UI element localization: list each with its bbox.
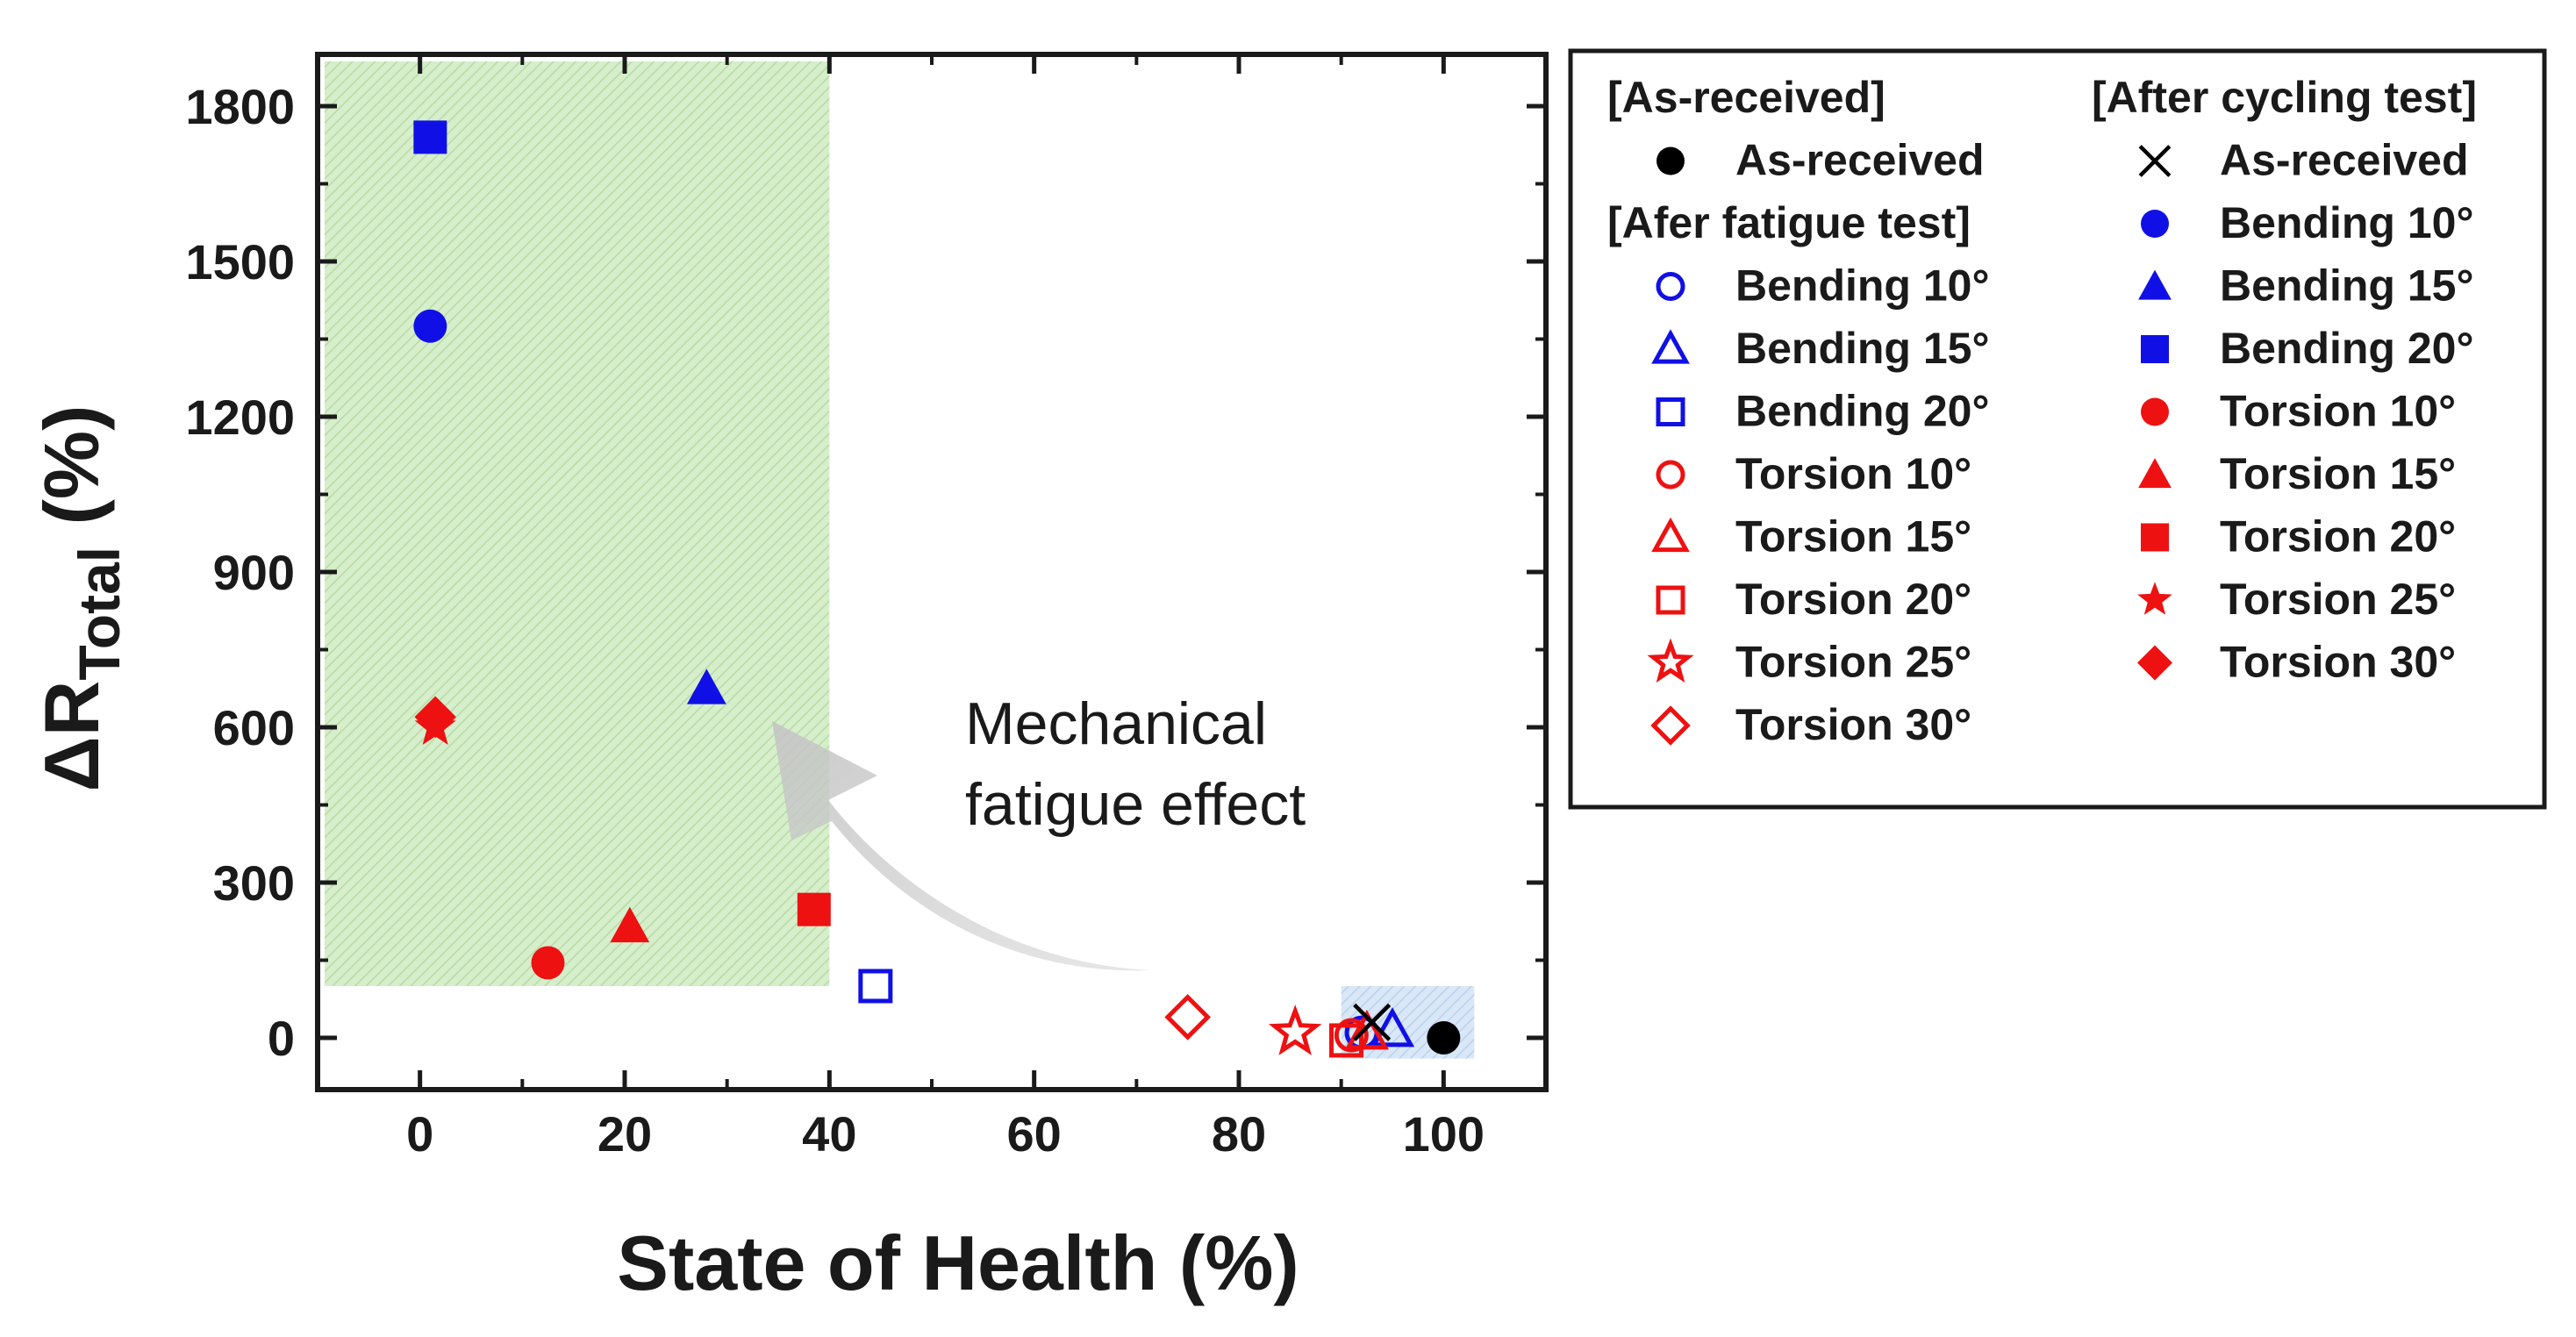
point-after-cycling-test-torsion-15 bbox=[610, 906, 650, 943]
legend-marker-as-received-as-received bbox=[1657, 147, 1685, 175]
legend-marker-cycling-torsion-10 bbox=[2141, 397, 2169, 426]
legend-label-cycling-torsion-15: Torsion 15° bbox=[2220, 449, 2456, 498]
y-tick-label-1800: 1800 bbox=[185, 79, 295, 134]
point-afer-fatigue-test-torsion-25 bbox=[1268, 1005, 1322, 1055]
legend-heading-fatigue-test: [Afer fatigue test] bbox=[1607, 198, 1971, 247]
legend-label-cycling-torsion-25: Torsion 25° bbox=[2220, 575, 2456, 624]
y-axis-title-suffix: (%) bbox=[28, 405, 115, 547]
point-after-cycling-test-bending-10 bbox=[413, 309, 447, 343]
annotation-line-2: fatigue effect bbox=[965, 771, 1306, 838]
point-afer-fatigue-test-torsion-20 bbox=[1329, 1023, 1363, 1058]
legend-marker-cycling-bending-20 bbox=[2141, 335, 2169, 363]
y-axis: 0 300 600 900 1200 1500 1800 bbox=[185, 79, 1546, 1066]
legend-label-fatigue-torsion-10: Torsion 10° bbox=[1735, 449, 1971, 498]
legend-label-fatigue-bending-20: Bending 20° bbox=[1735, 387, 1989, 436]
y-axis-title-subscript: Total bbox=[67, 547, 132, 681]
y-axis-title: ΔRTotal (%) bbox=[28, 405, 132, 792]
legend-marker-fatigue-torsion-30 bbox=[1650, 705, 1691, 746]
point-after-cycling-test-bending-15 bbox=[686, 668, 726, 704]
legend-marker-fatigue-bending-20 bbox=[1656, 397, 1685, 426]
legend-label-fatigue-torsion-30: Torsion 30° bbox=[1735, 700, 1971, 749]
x-tick-label-100: 100 bbox=[1403, 1106, 1485, 1162]
x-tick-label-40: 40 bbox=[802, 1106, 856, 1162]
point-afer-fatigue-test-bending-15 bbox=[1370, 1007, 1415, 1047]
point-after-cycling-test-torsion-30 bbox=[414, 696, 456, 738]
x-tick-label-60: 60 bbox=[1007, 1106, 1062, 1162]
fatigue-highlight-region bbox=[325, 61, 830, 986]
legend-box bbox=[1568, 48, 2547, 810]
point-after-cycling-test-torsion-10 bbox=[531, 946, 565, 980]
legend-label-cycling-bending-20: Bending 20° bbox=[2220, 324, 2473, 373]
legend-marker-fatigue-bending-10 bbox=[1656, 272, 1685, 301]
x-axis: 0 20 40 60 80 100 bbox=[406, 54, 1485, 1162]
point-afer-fatigue-test-torsion-10 bbox=[1334, 1018, 1369, 1053]
point-after-cycling-test-torsion-20 bbox=[797, 892, 831, 926]
annotation-line-1: Mechanical bbox=[965, 690, 1267, 757]
legend-marker-fatigue-torsion-10 bbox=[1656, 460, 1685, 490]
legend-marker-fatigue-torsion-20 bbox=[1656, 585, 1685, 615]
x-tick-label-80: 80 bbox=[1212, 1106, 1266, 1162]
point-as-received-as-received bbox=[1427, 1021, 1461, 1055]
legend-marker-cycling-bending-15 bbox=[2138, 269, 2172, 300]
legend-label-fatigue-torsion-25: Torsion 25° bbox=[1735, 638, 1971, 687]
point-afer-fatigue-test-torsion-30 bbox=[1164, 994, 1212, 1040]
legend-label-fatigue-bending-15: Bending 15° bbox=[1735, 324, 1989, 373]
legend-marker-cycling-as-received bbox=[2138, 145, 2172, 177]
point-afer-fatigue-test-bending-20 bbox=[858, 969, 893, 1004]
legend-marker-cycling-torsion-25 bbox=[2137, 582, 2172, 615]
legend-label-cycling-bending-10: Bending 10° bbox=[2220, 198, 2473, 247]
point-after-cycling-test-as-received bbox=[1353, 1003, 1392, 1041]
legend-label-as-received-as-received: As-received bbox=[1735, 136, 1985, 185]
legend-label-fatigue-bending-10: Bending 10° bbox=[1735, 261, 1989, 311]
fatigue-effect-arrow bbox=[772, 721, 1151, 971]
y-tick-label-900: 900 bbox=[213, 545, 295, 600]
legend-marker-fatigue-torsion-15 bbox=[1651, 517, 1690, 553]
legend-marker-cycling-torsion-20 bbox=[2141, 523, 2169, 552]
point-afer-fatigue-test-torsion-15 bbox=[1344, 1010, 1389, 1050]
legend-label-fatigue-torsion-20: Torsion 20° bbox=[1735, 575, 1971, 624]
legend-heading-cycling-test: [After cycling test] bbox=[2092, 73, 2477, 122]
fatigue-effect-annotation: Mechanical fatigue effect bbox=[772, 690, 1306, 971]
legend-label-cycling-torsion-10: Torsion 10° bbox=[2220, 387, 2456, 436]
x-axis-title: State of Health (%) bbox=[617, 1219, 1299, 1306]
legend-label-cycling-bending-15: Bending 15° bbox=[2220, 261, 2473, 311]
data-points bbox=[413, 120, 1461, 1058]
legend-label-cycling-torsion-20: Torsion 20° bbox=[2220, 512, 2456, 561]
legend-heading-as-received: [As-received] bbox=[1607, 73, 1885, 122]
y-tick-label-300: 300 bbox=[213, 855, 295, 911]
y-tick-label-0: 0 bbox=[268, 1011, 295, 1066]
y-axis-title-prefix: ΔR bbox=[28, 681, 115, 792]
legend-label-cycling-as-received: As-received bbox=[2220, 136, 2469, 185]
point-after-cycling-test-bending-20 bbox=[413, 120, 447, 154]
x-tick-label-20: 20 bbox=[597, 1106, 652, 1162]
legend-marker-cycling-torsion-15 bbox=[2138, 458, 2172, 489]
legend-label-cycling-torsion-30: Torsion 30° bbox=[2220, 638, 2456, 687]
legend-marker-cycling-torsion-30 bbox=[2137, 645, 2172, 681]
legend-marker-fatigue-torsion-25 bbox=[1647, 638, 1694, 683]
legend: [As-received] As-received [Afer fatigue te… bbox=[1568, 48, 2547, 810]
legend-marker-fatigue-bending-15 bbox=[1651, 329, 1690, 364]
y-tick-label-600: 600 bbox=[213, 700, 295, 755]
highlight-regions bbox=[325, 61, 1475, 1059]
y-tick-label-1500: 1500 bbox=[185, 234, 295, 290]
y-tick-label-1200: 1200 bbox=[185, 390, 295, 445]
x-tick-label-0: 0 bbox=[406, 1106, 433, 1162]
legend-marker-cycling-bending-10 bbox=[2141, 210, 2169, 238]
legend-label-fatigue-torsion-15: Torsion 15° bbox=[1735, 512, 1971, 561]
